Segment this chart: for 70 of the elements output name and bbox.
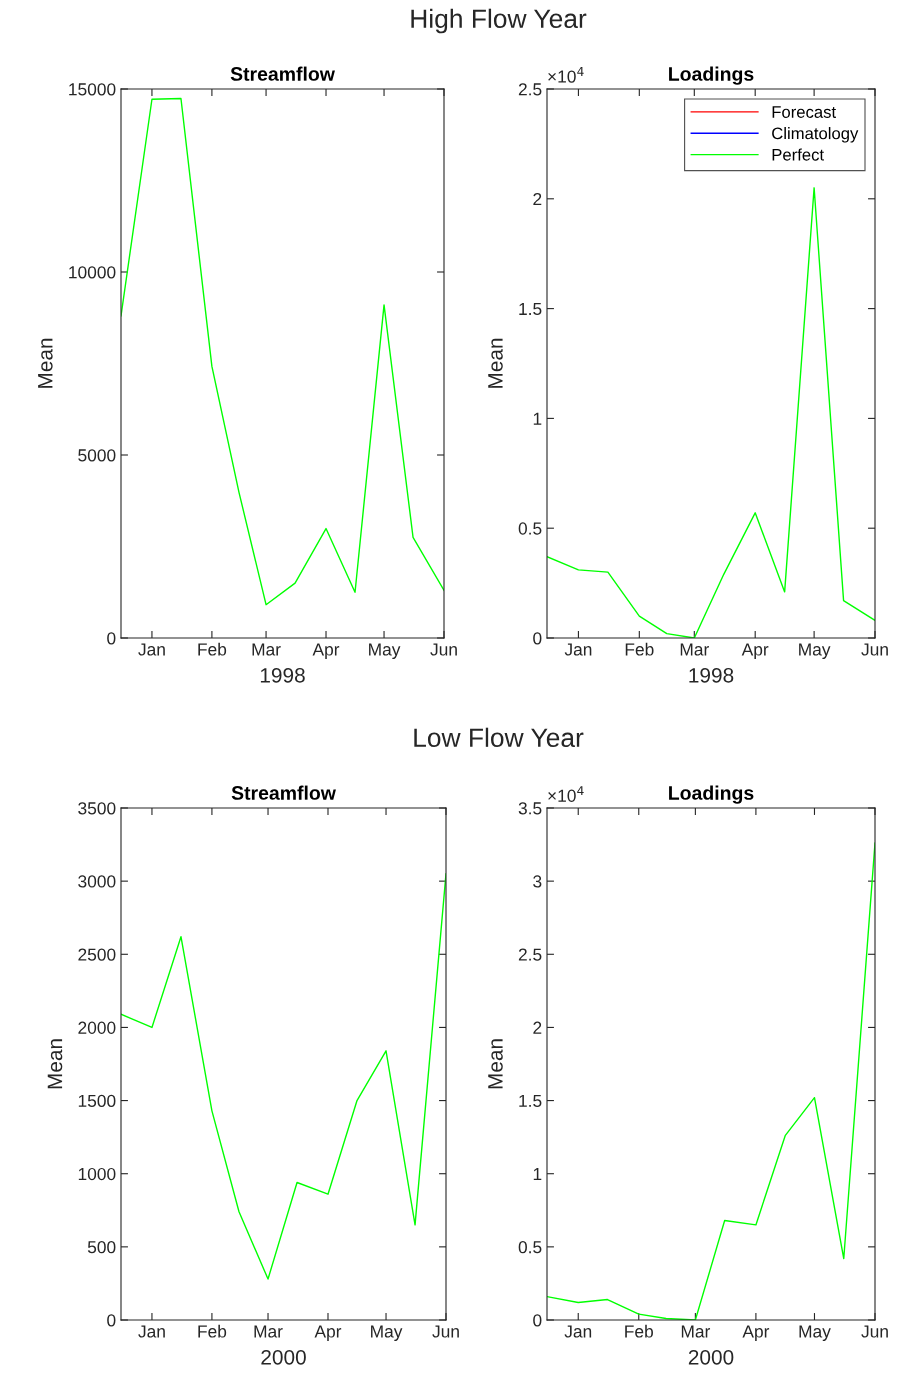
y-tick-label: 2 [533, 1021, 542, 1034]
x-tick-label: Mar [252, 643, 281, 656]
legend-label: Forecast [772, 106, 836, 118]
y-tick-label: 5000 [78, 449, 116, 462]
x-tick-label: Mar [254, 1325, 283, 1338]
y-tick-label: 3500 [78, 802, 116, 815]
x-tick-label: May [799, 643, 831, 660]
x-tick-label: Apr [742, 1325, 770, 1342]
chart-title: Streamflow [231, 785, 336, 800]
chart-title: Loadings [669, 66, 754, 85]
x-tick-label: Feb [625, 642, 654, 656]
chart-title: Streamflow [230, 66, 335, 81]
x-tick-label: Apr [312, 643, 340, 660]
x-tick-label: Jun [432, 1325, 459, 1338]
y-tick-label: 1 [533, 1168, 542, 1181]
y-tick-label: 1500 [78, 1094, 116, 1108]
x-tick-label: Jan [564, 643, 592, 656]
text: ×10$^{4}$ [548, 786, 584, 802]
x-tick-label: Mar [680, 643, 709, 656]
x-tick-label: Feb [625, 1324, 653, 1338]
y-tick-label: 2 [533, 192, 542, 206]
y-axis-title: Mean [38, 338, 53, 388]
legend-label: Perfect [772, 148, 824, 161]
text: ×10$^{4}$ [548, 67, 584, 83]
y-tick-label: 0 [107, 632, 116, 645]
y-tick-label: 1.5 [519, 302, 542, 316]
y-tick-label: 0 [533, 632, 542, 645]
x-tick-label: Mar [681, 1325, 711, 1338]
x-tick-label: Jan [138, 1325, 165, 1338]
y-tick-label: 0.5 [518, 522, 542, 535]
x-tick-label: Jun [861, 643, 888, 656]
y-tick-label: 2500 [78, 948, 116, 961]
y-axis-title: Mean [488, 1039, 503, 1089]
x-tick-label: Jun [430, 643, 457, 656]
y-tick-label: 0 [533, 1314, 542, 1327]
x-tick-label: Feb [198, 1324, 227, 1338]
x-tick-label: Jun [861, 1325, 888, 1338]
x-axis-title: 2000 [261, 1349, 306, 1365]
y-tick-label: 0.5 [518, 1241, 542, 1254]
y-tick-label: 3 [533, 875, 542, 888]
x-tick-label: Feb [198, 642, 227, 656]
y-axis-title: Mean [47, 1039, 63, 1089]
line-series [121, 97, 444, 606]
y-tick-label: 2.5 [518, 83, 542, 96]
x-axis-title: 2000 [688, 1349, 734, 1365]
y-tick-label: 1.5 [519, 1094, 542, 1108]
x-axis-title: 1998 [689, 667, 734, 683]
text: High Flow Year [411, 8, 587, 34]
y-tick-label: 2.5 [518, 948, 542, 961]
legend-label: Climatology [772, 127, 859, 143]
y-tick-label: 0 [107, 1314, 116, 1327]
x-tick-label: Jan [564, 1325, 592, 1338]
y-tick-label: 2000 [78, 1021, 116, 1034]
y-tick-label: 3000 [78, 875, 116, 888]
x-tick-label: May [369, 643, 401, 660]
chart-title: Loadings [669, 785, 754, 804]
text: Low Flow Year [414, 727, 584, 748]
y-tick-label: 1 [533, 412, 542, 425]
y-tick-label: 1000 [78, 1167, 116, 1181]
x-tick-label: Apr [314, 1325, 342, 1342]
x-tick-label: May [799, 1325, 831, 1342]
y-axis-title: Mean [488, 338, 503, 388]
y-tick-label: 15000 [69, 83, 116, 96]
x-axis-title: 1998 [260, 667, 305, 683]
y-tick-label: 500 [87, 1241, 116, 1254]
x-tick-label: May [371, 1325, 403, 1342]
x-tick-label: Jan [138, 643, 165, 656]
y-tick-label: 3.5 [518, 802, 542, 815]
x-tick-label: Apr [741, 643, 769, 660]
y-tick-label: 10000 [69, 266, 116, 279]
